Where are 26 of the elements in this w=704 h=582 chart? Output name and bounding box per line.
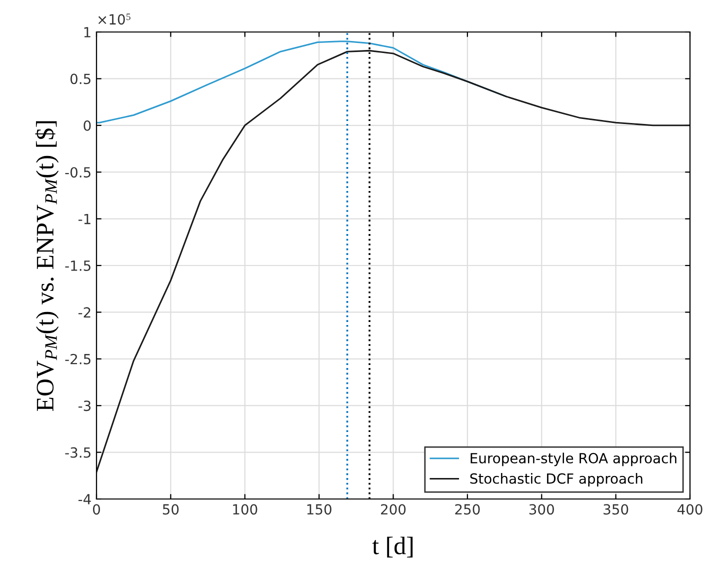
x-tick-label: 350 [604,504,628,515]
y-tick-label: -2.5 [65,354,90,364]
y-tick-label: -4 [78,494,91,504]
y-tick-label: 1 [84,27,90,38]
y-axis-title: EOV$_{PM}$(t) vs. ENPV$_{PM}$(t) [$] [35,121,59,412]
y-tick-label: 0 [84,120,91,131]
x-tick-label: 400 [677,504,702,515]
x-axis-title: t [d] [372,536,413,558]
y-tick-label: -3 [78,400,91,412]
text: ×10$^{5}$ [98,14,130,25]
y-tick-label: 0.5 [70,74,90,84]
x-tick-label: 150 [307,504,332,515]
x-tick-label: 100 [233,504,258,515]
y-tick-label: -2 [78,307,90,318]
line-series [96,50,690,473]
y-tick-label: -1.5 [65,260,90,271]
x-tick-label: 200 [381,504,406,515]
x-tick-label: 300 [529,504,554,515]
x-tick-label: 250 [455,504,480,515]
x-tick-label: 0 [92,504,100,515]
legend-label: European-style ROA approach [470,452,676,466]
y-tick-label: -0.5 [65,167,90,178]
legend-label: Stochastic DCF approach [470,473,642,486]
y-tick-label: -1 [78,214,90,224]
x-tick-label: 50 [162,504,179,515]
y-tick-label: -3.5 [65,447,90,458]
